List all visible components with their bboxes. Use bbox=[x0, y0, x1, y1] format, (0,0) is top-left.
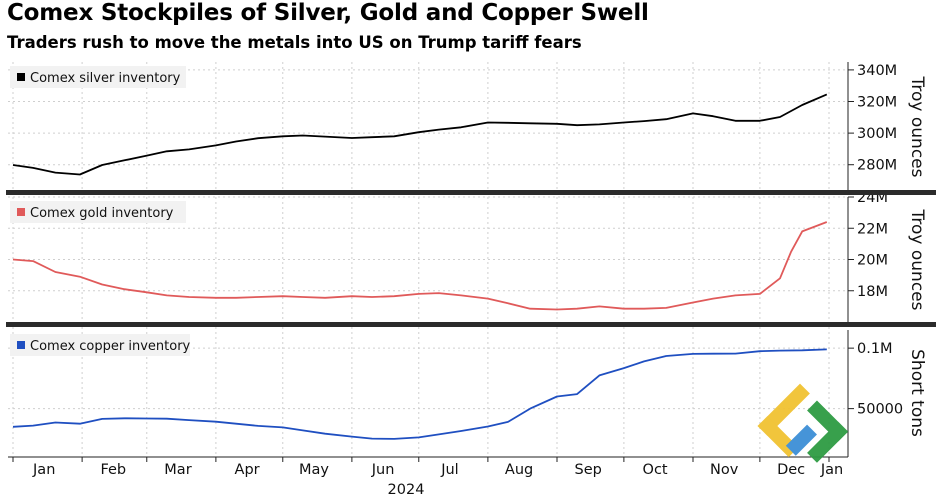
x-tick-label: Jun bbox=[371, 462, 395, 478]
panel-separator bbox=[6, 190, 936, 195]
chart-title: Comex Stockpiles of Silver, Gold and Cop… bbox=[7, 0, 649, 26]
series-line bbox=[12, 93, 828, 176]
legend-box bbox=[10, 66, 186, 88]
y-tick-label: 18M bbox=[857, 284, 888, 300]
y-tick-label: 22M bbox=[857, 221, 888, 237]
y-tick-label: 0.1M bbox=[857, 341, 893, 357]
legend-label: Comex silver inventory bbox=[30, 71, 181, 86]
y-axis-title: Troy ounces bbox=[907, 76, 927, 178]
logo-watermark bbox=[757, 383, 849, 463]
logo-bar-green bbox=[807, 421, 849, 463]
legend-label: Comex copper inventory bbox=[30, 339, 191, 354]
y-tick-label: 320M bbox=[857, 95, 897, 111]
legend: Comex silver inventory bbox=[10, 66, 186, 88]
legend-swatch bbox=[17, 73, 25, 81]
y-tick-label: 340M bbox=[857, 63, 897, 79]
legend: Comex copper inventory bbox=[10, 334, 191, 356]
series-line bbox=[12, 348, 827, 440]
y-axis-title: Short tons bbox=[907, 349, 927, 437]
x-tick-label: Dec bbox=[777, 462, 805, 478]
legend-swatch bbox=[17, 341, 25, 349]
x-tick-label: Mar bbox=[164, 462, 191, 478]
x-tick-label: Jan bbox=[32, 462, 55, 478]
x-tick-label: Oct bbox=[643, 462, 668, 478]
y-tick-label: 20M bbox=[857, 253, 888, 269]
legend-swatch bbox=[17, 208, 25, 216]
legend-box bbox=[10, 334, 190, 356]
logo-bar-blue bbox=[785, 424, 817, 456]
legend-label: Comex gold inventory bbox=[30, 206, 174, 221]
y-axis-title: Troy ounces bbox=[907, 209, 927, 311]
chart-subtitle: Traders rush to move the metals into US … bbox=[7, 33, 582, 52]
x-tick-label: Apr bbox=[235, 462, 260, 478]
x-tick-label: Jan bbox=[820, 462, 843, 478]
x-tick-label: Aug bbox=[505, 462, 533, 478]
x-tick-label: May bbox=[299, 462, 329, 478]
series-line bbox=[12, 221, 828, 311]
x-tick-label: Feb bbox=[100, 462, 126, 478]
panel-separator bbox=[6, 322, 936, 327]
x-tick-label: Nov bbox=[710, 462, 739, 478]
x-tick-label: Jul bbox=[440, 462, 459, 478]
y-tick-label: 50000 bbox=[857, 402, 903, 418]
y-tick-label: 300M bbox=[857, 126, 897, 142]
x-tick-label: Sep bbox=[575, 462, 602, 478]
x-year-label: 2024 bbox=[388, 482, 425, 497]
y-tick-label: 280M bbox=[857, 158, 897, 174]
legend: Comex gold inventory bbox=[10, 201, 186, 223]
legend-box bbox=[10, 201, 186, 223]
